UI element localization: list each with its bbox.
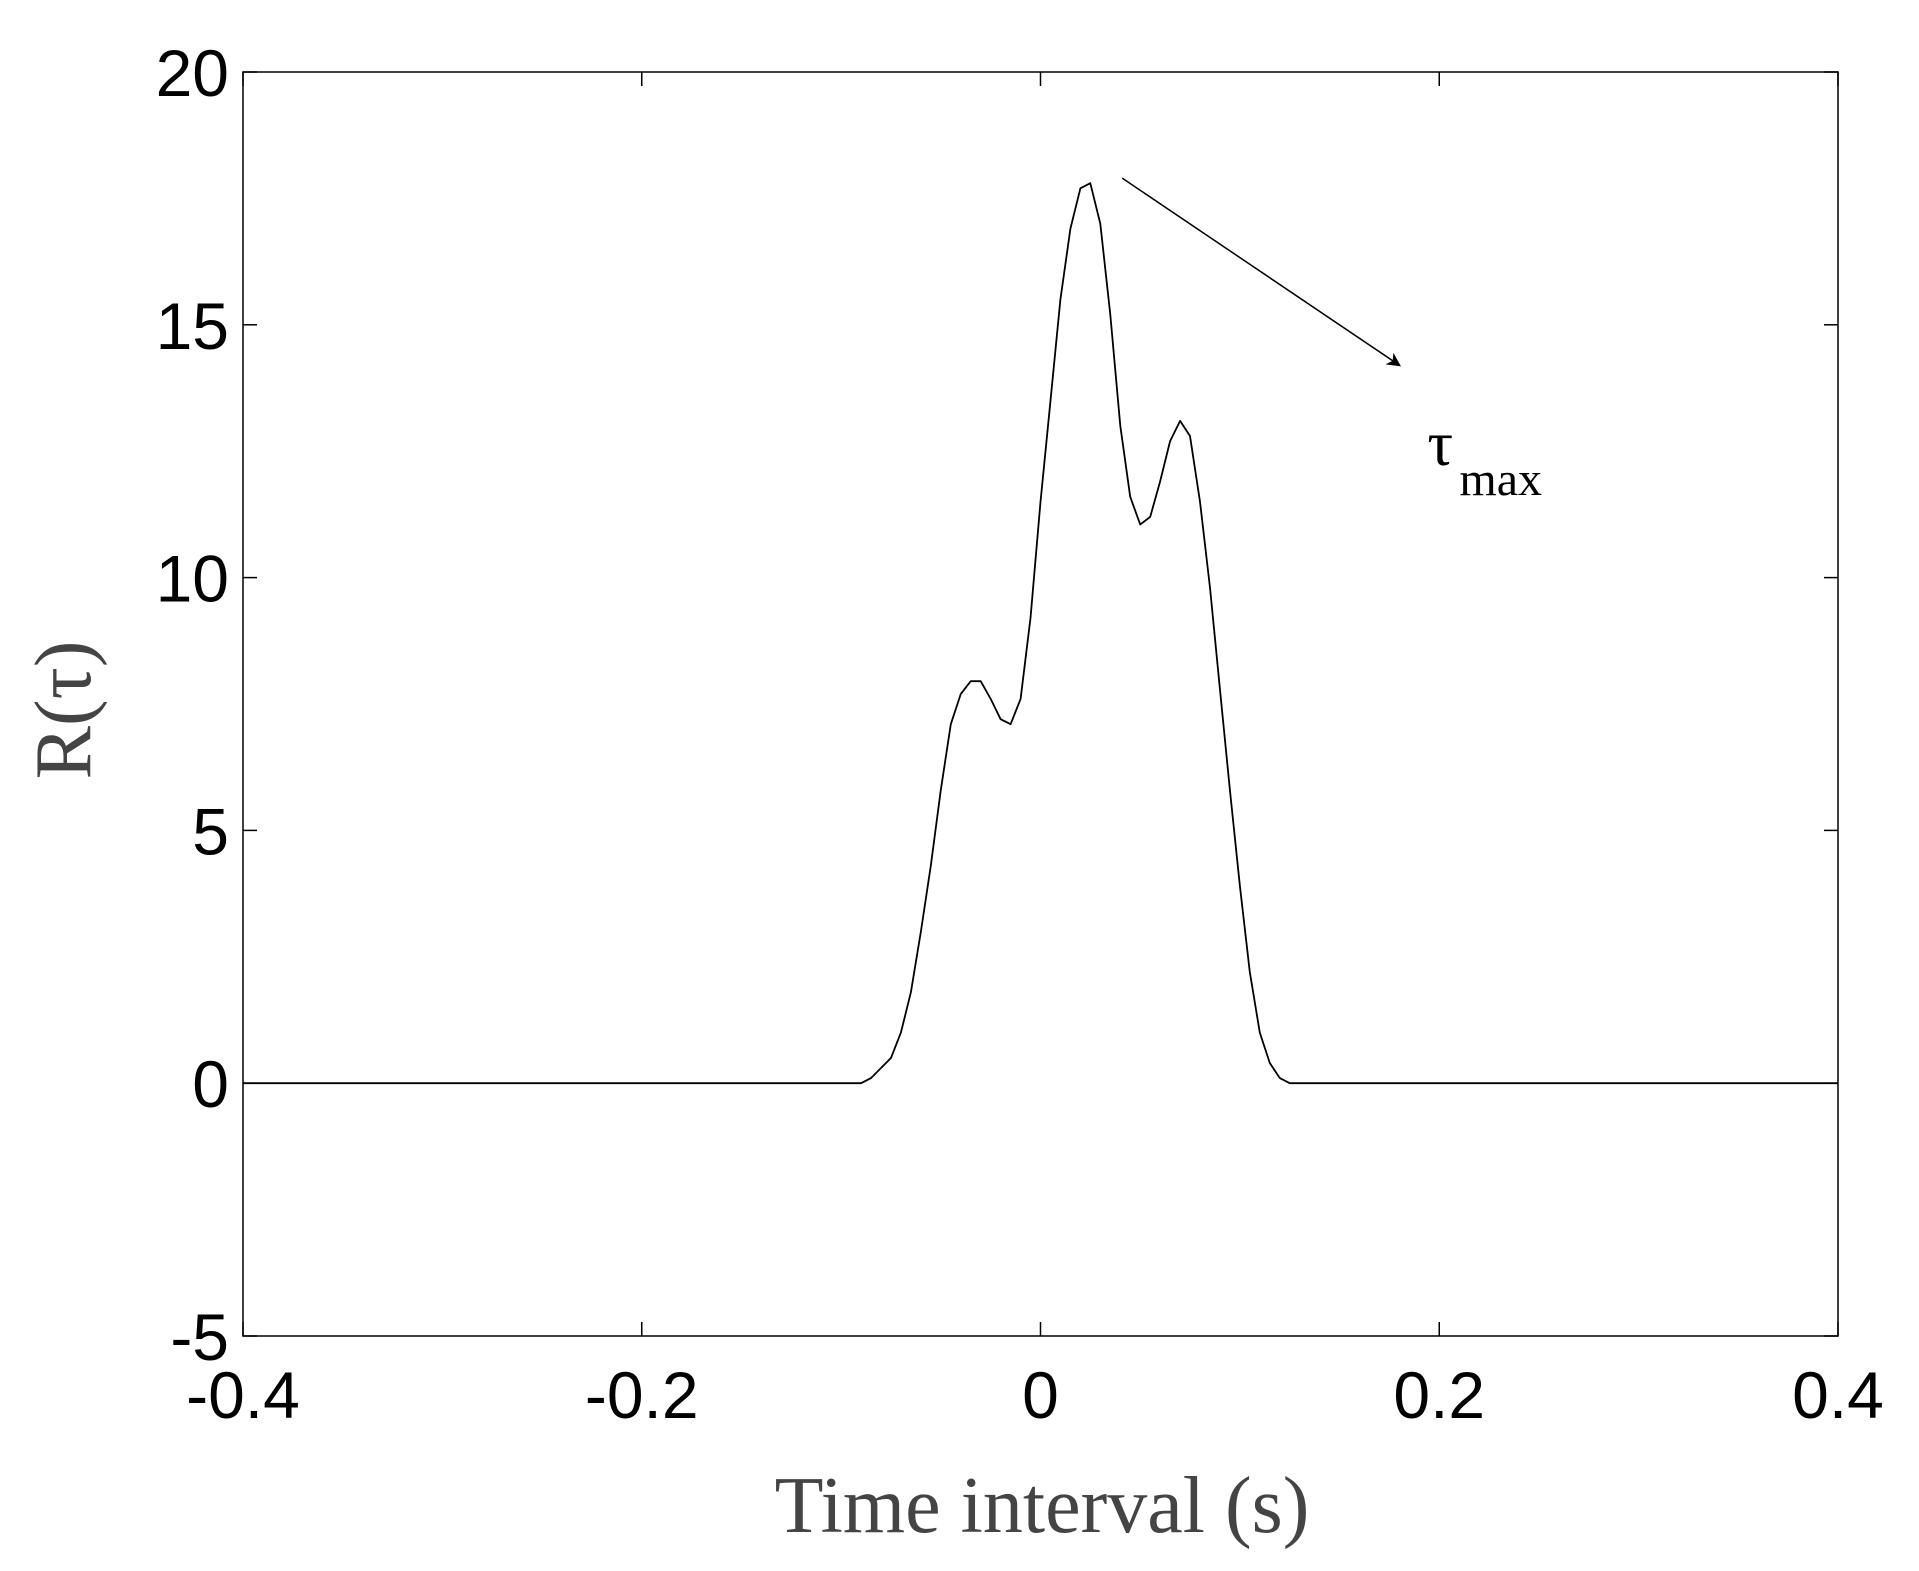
x-tick-label: 0.2 <box>1393 1358 1485 1432</box>
y-tick-label: 10 <box>156 542 229 616</box>
y-tick-label: -5 <box>170 1300 229 1374</box>
x-axis-ticks: -0.4 -0.2 0 0.2 0.4 <box>186 72 1884 1432</box>
x-tick-label: -0.2 <box>585 1358 699 1432</box>
y-tick-label: 0 <box>192 1047 229 1121</box>
x-tick-label: -0.4 <box>186 1358 300 1432</box>
y-tick-label: 5 <box>192 794 229 868</box>
x-axis-label: Time interval (s) <box>775 1462 1310 1550</box>
y-axis-ticks: -5 0 5 10 15 20 <box>156 36 1838 1374</box>
plot-frame <box>242 71 1839 1337</box>
x-tick-label: 0.4 <box>1792 1358 1884 1432</box>
series-layer <box>243 182 1838 1085</box>
plot-area <box>242 71 1839 1337</box>
series-line <box>243 182 1838 1085</box>
y-tick-label: 15 <box>156 289 229 363</box>
y-axis-label: R(τ) <box>20 641 108 780</box>
tau-max-arrow <box>1121 177 1402 367</box>
y-tick-label: 20 <box>156 36 229 110</box>
tau-subscript: max <box>1459 453 1542 506</box>
x-tick-label: 0 <box>1022 1358 1059 1432</box>
tau-symbol: τ <box>1427 408 1453 479</box>
